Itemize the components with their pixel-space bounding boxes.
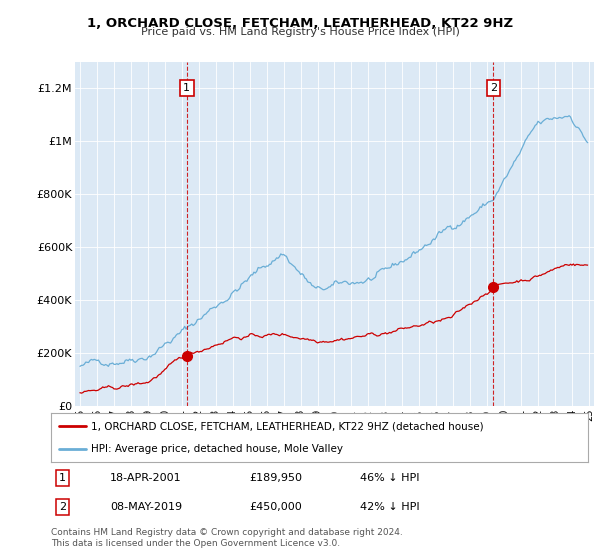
Text: 2: 2 — [59, 502, 67, 512]
Text: 18-APR-2001: 18-APR-2001 — [110, 473, 182, 483]
Text: 2: 2 — [490, 83, 497, 93]
Text: 42% ↓ HPI: 42% ↓ HPI — [360, 502, 419, 512]
Text: 1: 1 — [59, 473, 67, 483]
Text: 1, ORCHARD CLOSE, FETCHAM, LEATHERHEAD, KT22 9HZ (detached house): 1, ORCHARD CLOSE, FETCHAM, LEATHERHEAD, … — [91, 421, 484, 431]
Text: Contains HM Land Registry data © Crown copyright and database right 2024.
This d: Contains HM Land Registry data © Crown c… — [51, 528, 403, 548]
Text: HPI: Average price, detached house, Mole Valley: HPI: Average price, detached house, Mole… — [91, 444, 343, 454]
Text: £189,950: £189,950 — [250, 473, 302, 483]
Text: £450,000: £450,000 — [250, 502, 302, 512]
Text: Price paid vs. HM Land Registry's House Price Index (HPI): Price paid vs. HM Land Registry's House … — [140, 27, 460, 37]
Text: 08-MAY-2019: 08-MAY-2019 — [110, 502, 182, 512]
Text: 1, ORCHARD CLOSE, FETCHAM, LEATHERHEAD, KT22 9HZ: 1, ORCHARD CLOSE, FETCHAM, LEATHERHEAD, … — [87, 17, 513, 30]
Text: 46% ↓ HPI: 46% ↓ HPI — [360, 473, 419, 483]
Text: 1: 1 — [183, 83, 190, 93]
